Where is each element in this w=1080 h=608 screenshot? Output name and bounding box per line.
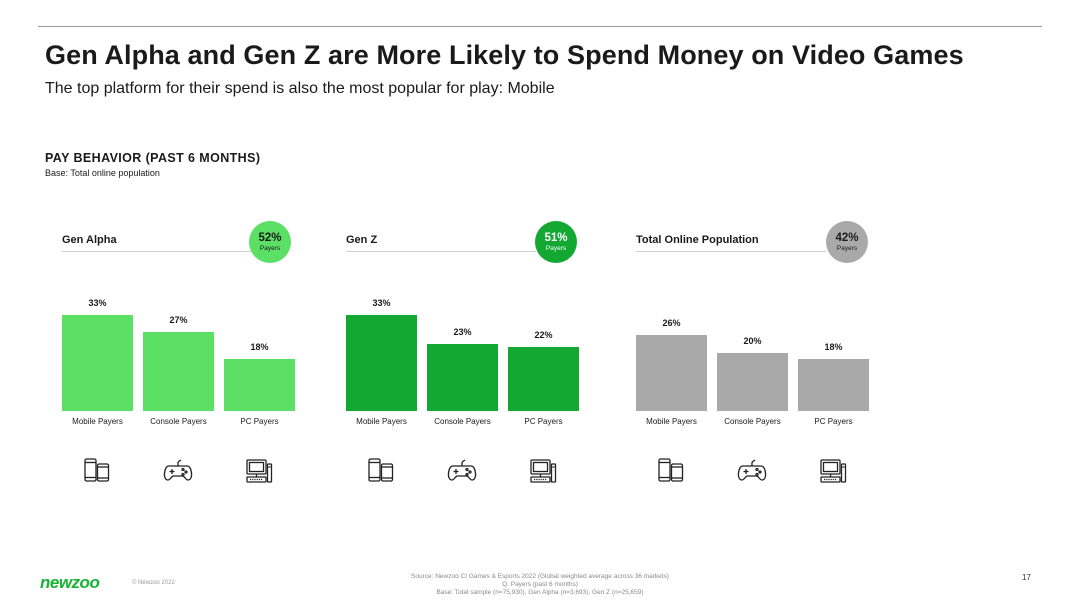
bar-value-label: 33%	[88, 298, 107, 308]
badge-value: 52%	[258, 232, 282, 244]
gamepad-icon	[737, 456, 767, 486]
panel-rule	[346, 251, 536, 252]
source-line: Q. Payers (past 6 months)	[502, 581, 578, 588]
bar-value-label: 18%	[250, 342, 269, 352]
bar-category-label: Console Payers	[434, 417, 491, 426]
section-title: PAY BEHAVIOR (PAST 6 MONTHS)	[45, 151, 261, 165]
page-subtitle: The top platform for their spend is also…	[45, 80, 555, 97]
panel-rule	[636, 251, 826, 252]
bar	[717, 353, 788, 411]
bar	[427, 344, 498, 411]
panel-title: Gen Alpha	[62, 234, 117, 246]
badge-value: 42%	[835, 232, 859, 244]
bar	[636, 335, 707, 411]
pc-icon	[528, 456, 558, 486]
source-line: Source: Newzoo CI Games & Esports 2022 (…	[411, 573, 669, 580]
pc-icon	[818, 456, 848, 486]
bar-value-label: 33%	[372, 298, 391, 308]
chart-panel: Gen Z 51% Payers 33% Mobile Payers 23% Console…	[346, 220, 646, 490]
bar-category-label: PC Payers	[814, 417, 853, 426]
payers-badge: 42% Payers	[826, 221, 868, 263]
bar-category-label: Mobile Payers	[356, 417, 407, 426]
page-title: Gen Alpha and Gen Z are More Likely to S…	[45, 40, 964, 70]
mobile-icon	[656, 456, 686, 486]
bar-category-label: PC Payers	[524, 417, 563, 426]
payers-badge: 52% Payers	[249, 221, 291, 263]
gamepad-icon	[447, 456, 477, 486]
bar-category-label: Console Payers	[724, 417, 781, 426]
bar	[508, 347, 579, 411]
bar-value-label: 26%	[662, 318, 681, 328]
bar	[224, 359, 295, 411]
bar-category-label: Mobile Payers	[646, 417, 697, 426]
mobile-icon	[366, 456, 396, 486]
panel-title: Total Online Population	[636, 234, 759, 246]
bar	[62, 315, 133, 411]
bar-category-label: Mobile Payers	[72, 417, 123, 426]
badge-label: Payers	[836, 245, 858, 252]
panel-rule	[62, 251, 252, 252]
bar-value-label: 27%	[169, 315, 188, 325]
page-number: 17	[1022, 573, 1031, 582]
panel-title: Gen Z	[346, 234, 378, 246]
section-base: Base: Total online population	[45, 168, 160, 178]
bar-value-label: 18%	[824, 342, 843, 352]
newzoo-logo: newzoo	[40, 573, 100, 592]
source-line: Base: Total sample (n=75,930), Gen Alpha…	[436, 589, 644, 596]
bar-value-label: 20%	[743, 336, 762, 346]
pc-icon	[244, 456, 274, 486]
mobile-icon	[82, 456, 112, 486]
footer-source: Source: Newzoo CI Games & Esports 2022 (…	[340, 573, 740, 597]
top-rule	[38, 26, 1042, 27]
badge-value: 51%	[544, 232, 568, 244]
bar	[143, 332, 214, 411]
bar	[346, 315, 417, 411]
footer-copyright: © Newzoo 2022	[132, 580, 175, 586]
bar-category-label: PC Payers	[240, 417, 279, 426]
gamepad-icon	[163, 456, 193, 486]
badge-label: Payers	[545, 245, 567, 252]
chart-panel: Gen Alpha 52% Payers 33% Mobile Payers 27% Con…	[62, 220, 362, 490]
bar	[798, 359, 869, 411]
bar-value-label: 22%	[534, 330, 553, 340]
bar-value-label: 23%	[453, 327, 472, 337]
chart-panel: Total Online Population 42% Payers 26% Mobil…	[636, 220, 936, 490]
badge-label: Payers	[259, 245, 281, 252]
payers-badge: 51% Payers	[535, 221, 577, 263]
bar-category-label: Console Payers	[150, 417, 207, 426]
